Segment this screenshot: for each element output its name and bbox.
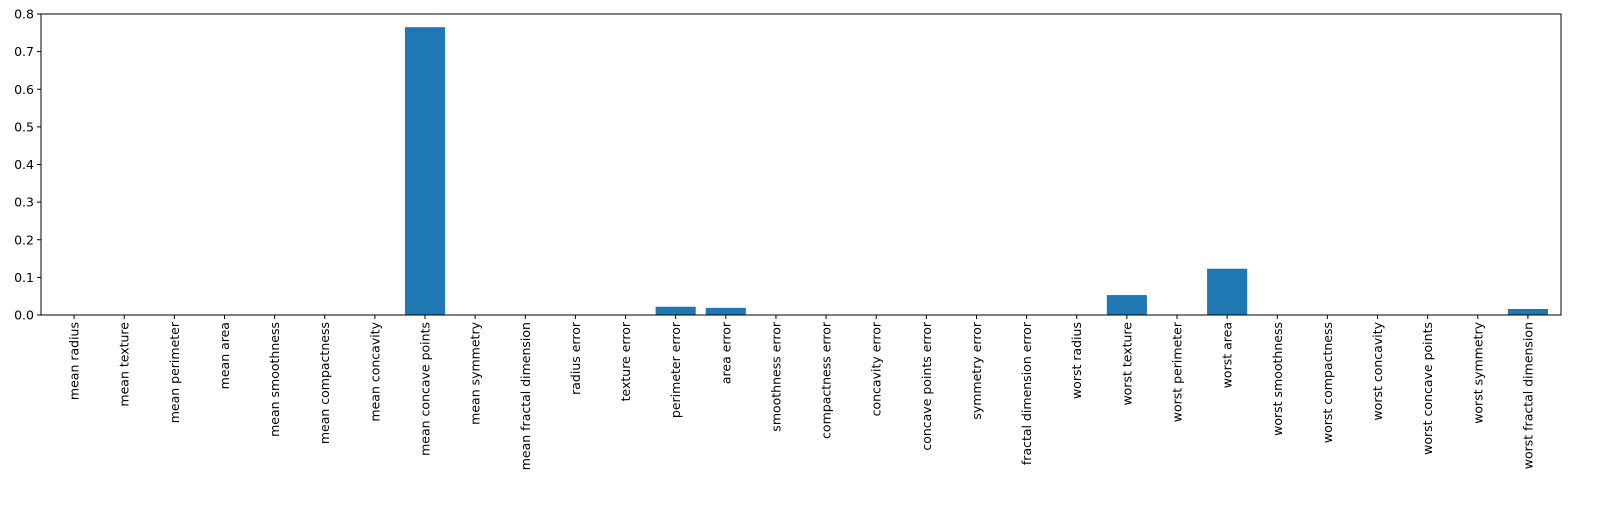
x-tick-label-13: area error — [718, 321, 733, 384]
bar-21 — [1106, 295, 1147, 315]
x-tick-label-6: mean concavity — [367, 321, 382, 421]
x-tick-label-3: mean area — [217, 322, 232, 389]
x-tick-label-27: worst concave points — [1420, 322, 1435, 455]
y-tick-label-2: 0.2 — [14, 232, 34, 247]
y-tick-label-6: 0.6 — [14, 82, 34, 97]
x-tick-label-0: mean radius — [67, 322, 82, 400]
x-tick-label-10: radius error — [568, 321, 583, 395]
x-tick-label-16: concavity error — [869, 321, 884, 416]
x-tick-label-14: smoothness error — [768, 321, 783, 432]
x-tick-label-21: worst texture — [1119, 322, 1134, 406]
x-tick-label-28: worst symmetry — [1470, 321, 1485, 423]
x-tick-label-17: concave points error — [919, 321, 934, 451]
x-tick-label-29: worst fractal dimension — [1520, 322, 1535, 469]
x-tick-label-1: mean texture — [117, 322, 132, 407]
x-tick-label-4: mean smoothness — [267, 322, 282, 437]
bar-13 — [705, 307, 746, 315]
bars-layer — [404, 27, 1548, 315]
x-tick-label-11: texture error — [618, 321, 633, 401]
x-tick-label-23: worst area — [1220, 322, 1235, 388]
y-tick-label-0: 0.0 — [14, 308, 34, 323]
y-tick-label-8: 0.8 — [14, 7, 34, 22]
x-tick-label-2: mean perimeter — [167, 321, 182, 423]
x-tick-label-26: worst concavity — [1370, 321, 1385, 420]
x-tick-label-18: symmetry error — [969, 321, 984, 419]
plot-frame — [40, 13, 1562, 316]
x-tick-label-20: worst radius — [1069, 322, 1084, 399]
bar-23 — [1207, 268, 1248, 315]
bar-12 — [655, 306, 696, 315]
x-tick-label-19: fractal dimension error — [1019, 321, 1034, 465]
y-tick-label-3: 0.3 — [14, 195, 34, 210]
x-axis: mean radius mean texture mean perimeter mea… — [67, 315, 1535, 470]
x-tick-label-9: mean fractal dimension — [518, 322, 533, 470]
bar-7 — [404, 27, 446, 315]
y-tick-label-1: 0.1 — [14, 270, 34, 285]
y-tick-label-4: 0.4 — [14, 157, 34, 172]
x-tick-label-12: perimeter error — [668, 321, 683, 418]
x-tick-label-24: worst smoothness — [1270, 322, 1285, 436]
x-tick-label-15: compactness error — [819, 321, 834, 439]
x-tick-label-8: mean symmetry — [468, 321, 483, 424]
x-tick-label-22: worst perimeter — [1169, 321, 1184, 422]
y-tick-label-5: 0.5 — [14, 119, 34, 134]
bar-29 — [1507, 308, 1548, 315]
x-tick-label-7: mean concave points — [418, 322, 433, 456]
y-tick-label-7: 0.7 — [14, 44, 34, 59]
x-tick-label-25: worst compactness — [1320, 322, 1335, 443]
x-tick-label-5: mean compactness — [317, 322, 332, 444]
y-axis: 0.0 0.1 0.2 0.3 0.4 0.5 0.6 0.7 0.8 — [14, 7, 41, 323]
